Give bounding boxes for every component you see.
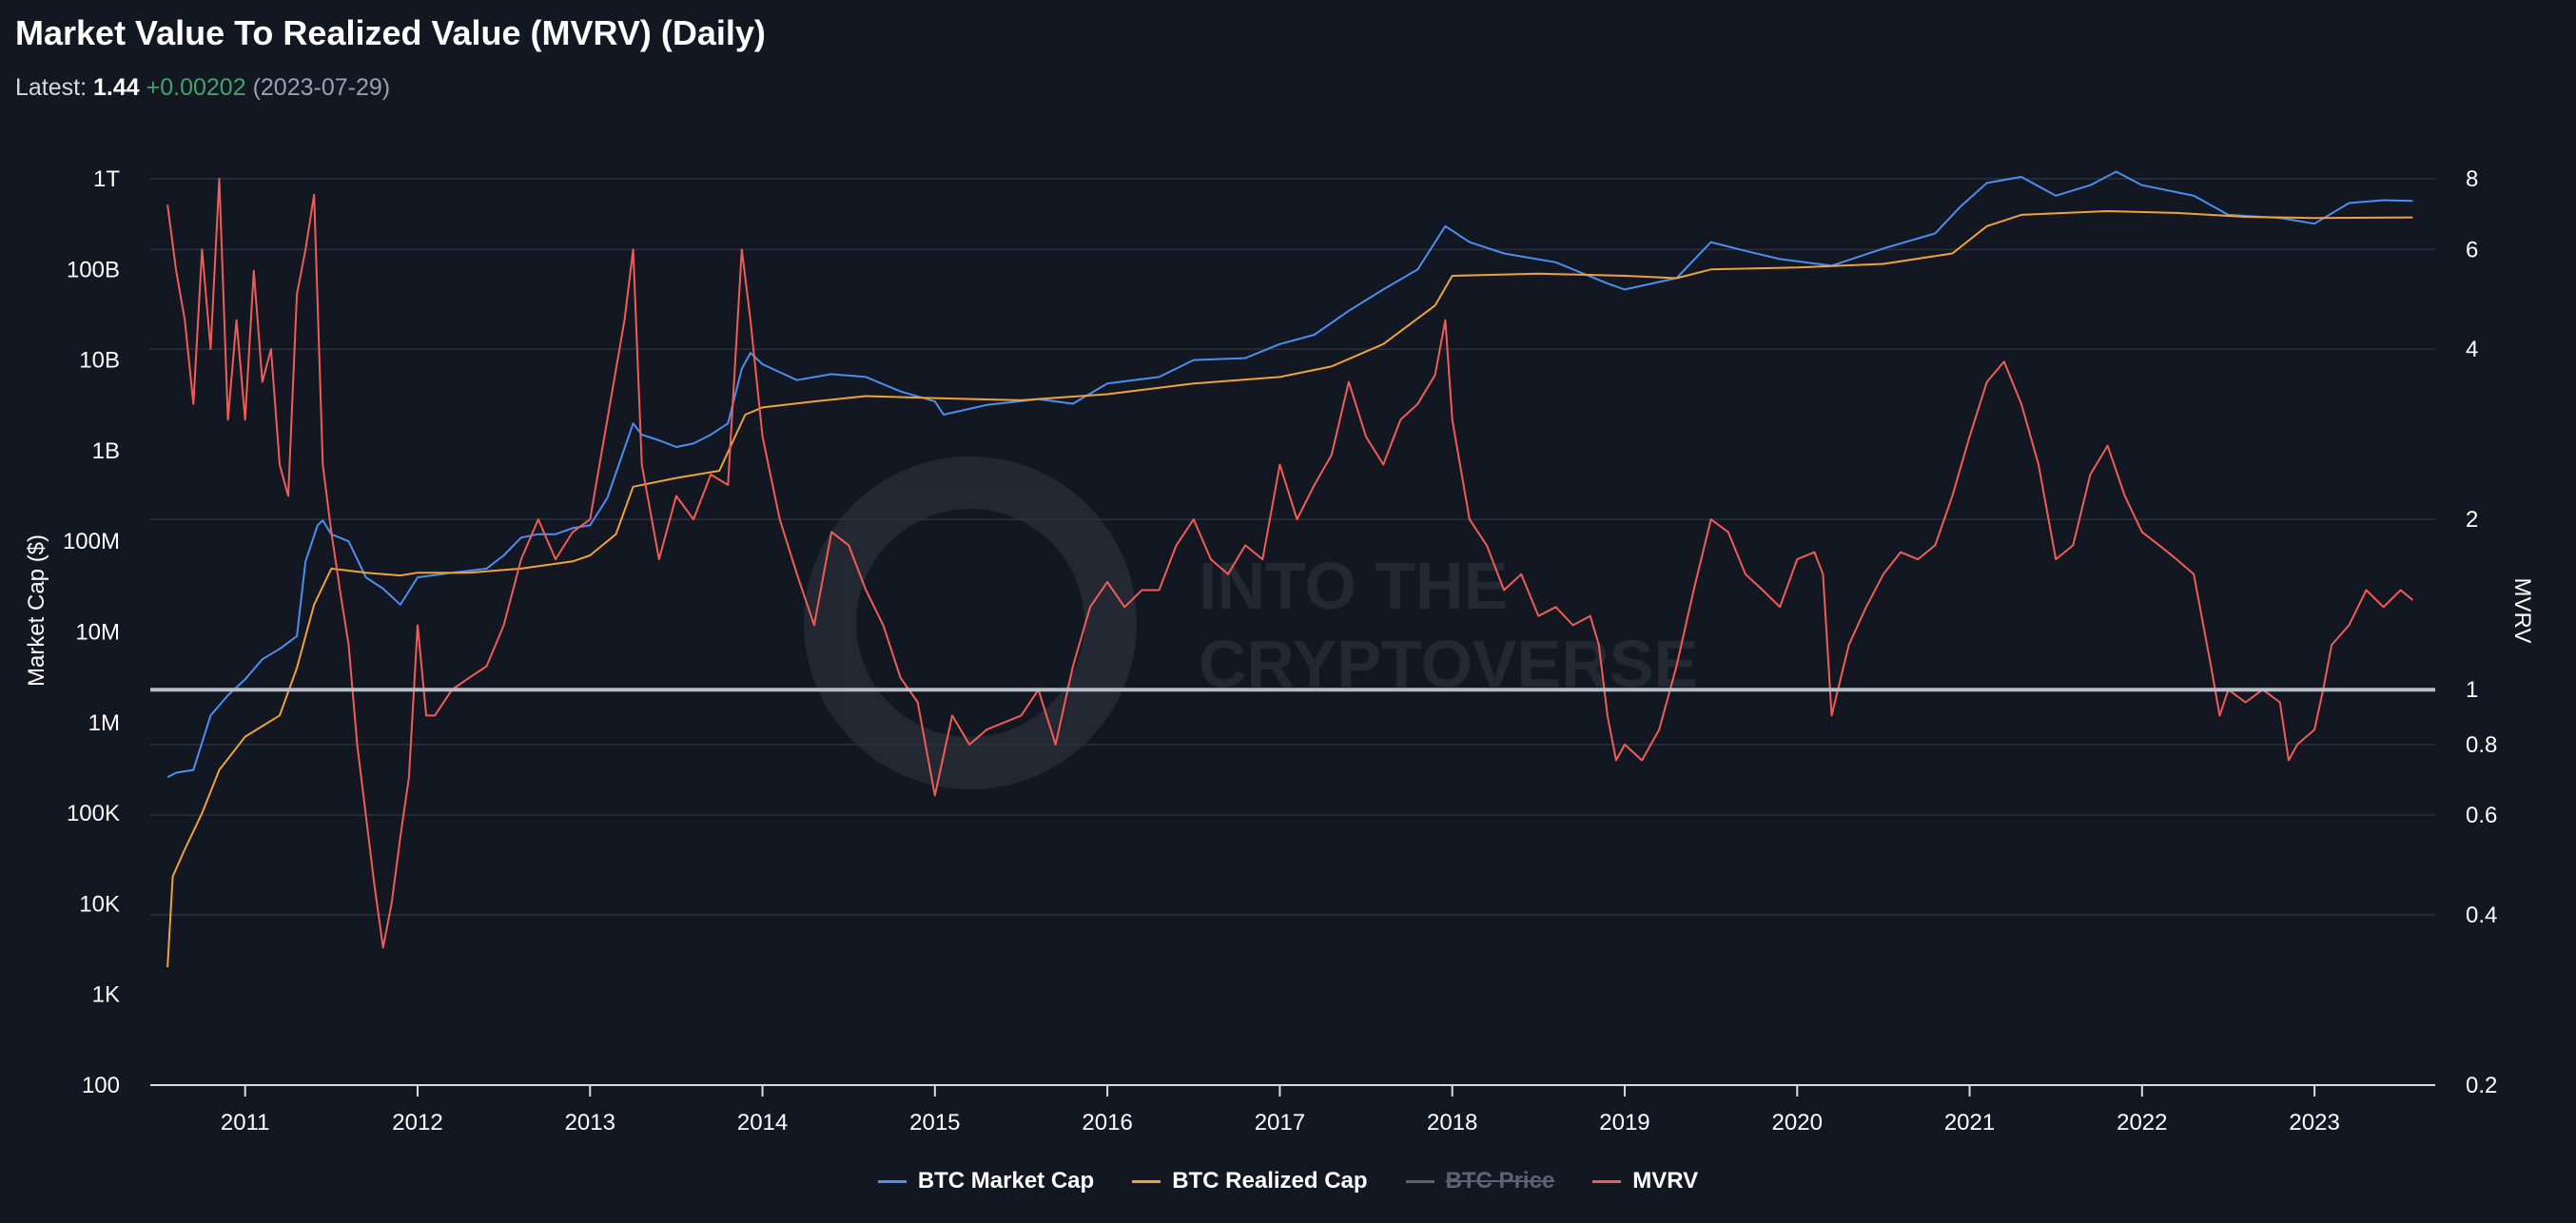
y-left-tick-label: 1K (92, 982, 120, 1008)
x-tick-label: 2012 (392, 1110, 442, 1136)
x-tick-label: 2014 (737, 1110, 788, 1136)
x-tick-label: 2018 (1427, 1110, 1477, 1136)
y-right-tick-label: 0.2 (2466, 1073, 2497, 1098)
y-right-tick-label: 0.6 (2466, 803, 2497, 828)
latest-value: 1.44 (93, 74, 140, 101)
btc-realized-cap-line (166, 210, 2413, 968)
y-right-axis-label: MVRV (2509, 578, 2535, 644)
x-tick-label: 2023 (2289, 1110, 2339, 1136)
y-right-tick-label: 4 (2466, 337, 2478, 362)
y-left-tick-label: 100K (67, 801, 120, 826)
y-left-tick-label: 10B (79, 348, 120, 374)
legend-swatch (1132, 1179, 1161, 1183)
watermark-logo-icon (804, 456, 1137, 789)
legend-swatch (1592, 1179, 1622, 1183)
y-right-tick-label: 8 (2466, 166, 2478, 192)
y-right-tick-label: 0.8 (2466, 732, 2497, 758)
y-left-tick-label: 10K (79, 891, 120, 917)
y-right-tick-label: 2 (2466, 507, 2478, 533)
legend-item-btc-market-cap[interactable]: BTC Market Cap (877, 1168, 1095, 1194)
x-tick-label: 2016 (1082, 1110, 1132, 1136)
x-ticks: 2011 2012 2013 2014 2015 2016 2017 2018 2019 2020… (221, 1085, 2340, 1136)
x-tick-label: 2015 (909, 1110, 960, 1136)
x-tick-label: 2022 (2117, 1110, 2167, 1136)
y-right-ticks: 0.2 0.4 0.6 0.8 1 2 4 6 8 (2466, 166, 2497, 1098)
legend-label: BTC Realized Cap (1172, 1168, 1368, 1194)
btc-market-cap-line (166, 170, 2413, 779)
watermark-text-line1: INTO THE (1199, 549, 1508, 623)
y-left-tick-label: 1T (93, 166, 120, 192)
legend-item-btc-price[interactable]: BTC Price (1405, 1168, 1555, 1194)
latest-date: (2023-07-29) (252, 74, 391, 101)
x-tick-label: 2020 (1772, 1110, 1823, 1136)
x-tick-label: 2021 (1944, 1110, 1995, 1136)
legend-swatch (1405, 1179, 1434, 1183)
legend-label: BTC Price (1445, 1168, 1555, 1194)
legend-item-mvrv[interactable]: MVRV (1592, 1168, 1698, 1194)
y-left-tick-label: 1B (92, 438, 120, 464)
x-tick-label: 2011 (221, 1110, 270, 1136)
y-right-tick-label: 6 (2466, 237, 2478, 262)
chart-subtitle: Latest: 1.44 +0.00202 (2023-07-29) (15, 74, 390, 102)
y-right-tick-label: 1 (2466, 677, 2478, 703)
legend-item-btc-realized-cap[interactable]: BTC Realized Cap (1132, 1168, 1368, 1194)
x-tick-label: 2019 (1599, 1110, 1649, 1136)
legend-swatch (877, 1179, 907, 1183)
legend-label: MVRV (1632, 1168, 1699, 1194)
latest-change: +0.00202 (146, 74, 246, 101)
legend: BTC Market Cap BTC Realized Cap BTC Price M… (0, 1168, 2576, 1194)
y-left-tick-label: 10M (75, 620, 120, 646)
legend-label: BTC Market Cap (917, 1168, 1095, 1194)
latest-label: Latest: (15, 74, 88, 101)
x-tick-label: 2013 (565, 1110, 615, 1136)
y-right-tick-label: 0.4 (2466, 903, 2497, 928)
y-left-axis-label: Market Cap ($) (24, 534, 49, 687)
x-tick-label: 2017 (1255, 1110, 1305, 1136)
watermark-logo-inner (856, 509, 1084, 737)
y-left-tick-label: 100 (82, 1073, 120, 1098)
mvrv-line (166, 178, 2414, 949)
chart-title: Market Value To Realized Value (MVRV) (D… (15, 13, 766, 52)
y-left-tick-label: 1M (88, 710, 120, 736)
y-left-ticks: 100 1K 10K 100K 1M 10M 100M 1B 10B 100B 1T (63, 166, 120, 1098)
y-left-tick-label: 100B (67, 257, 120, 282)
watermark-logo: INTO THE CRYPTOVERSE (804, 456, 1698, 789)
series-lines (166, 170, 2414, 968)
y-left-tick-label: 100M (63, 529, 120, 554)
